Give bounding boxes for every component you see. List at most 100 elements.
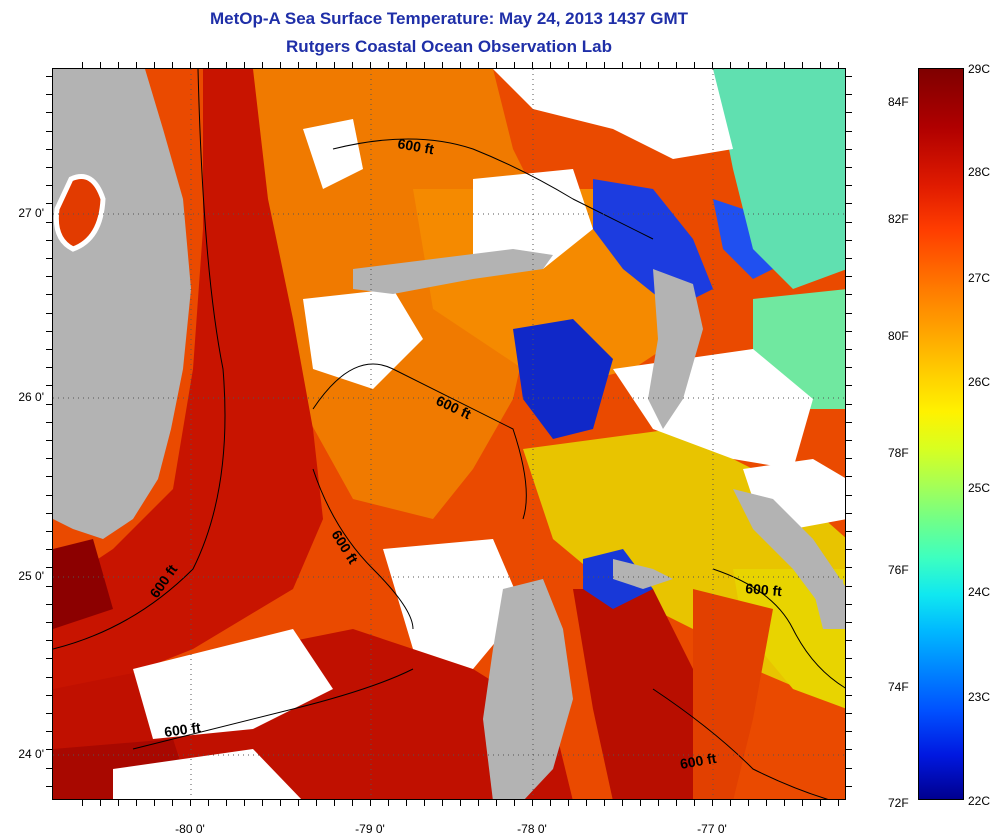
lon-tick-bottom xyxy=(550,800,551,806)
lon-tick-top xyxy=(424,62,425,68)
lat-tick-right xyxy=(846,203,852,205)
land-andros xyxy=(483,579,573,799)
lon-tick-top xyxy=(244,62,245,68)
contour-florida-shelf xyxy=(53,69,226,650)
lon-tick-bottom xyxy=(208,800,209,806)
lon-tick-bottom xyxy=(460,800,461,806)
lat-tick-left xyxy=(46,94,52,96)
lon-tick-top xyxy=(172,62,173,68)
cloud-ne xyxy=(493,69,733,159)
contour-label-5: 600 ft xyxy=(163,719,202,740)
lat-tick-right xyxy=(846,603,852,605)
cloud-south-central xyxy=(383,539,523,669)
lat-tick-right xyxy=(846,112,852,114)
lon-tick-bottom xyxy=(568,800,569,806)
lon-tick-bottom xyxy=(316,800,317,806)
lon-tick-bottom xyxy=(802,800,803,806)
lon-tick-bottom xyxy=(388,800,389,806)
lat-tick-left xyxy=(46,148,52,150)
lon-tick-bottom xyxy=(352,800,353,806)
contour-label-6: 600 ft xyxy=(745,580,783,599)
lon-tick-top xyxy=(712,62,713,68)
lon-tick-bottom xyxy=(820,800,821,806)
lat-label-24: 24 0' xyxy=(18,747,44,761)
lon-tick-bottom xyxy=(514,800,515,806)
lon-tick-bottom xyxy=(100,800,101,806)
lat-tick-right xyxy=(846,421,852,423)
lat-tick-right xyxy=(846,476,852,478)
lon-tick-bottom xyxy=(172,800,173,806)
lat-tick-right xyxy=(846,512,852,514)
lat-tick-right xyxy=(846,713,852,714)
colorbar-c-25: 25C xyxy=(968,481,991,495)
lon-tick-top xyxy=(316,62,317,68)
lon-tick-bottom xyxy=(424,800,425,806)
lon-tick-top xyxy=(370,62,371,68)
lon-tick-top xyxy=(784,62,785,68)
lon-tick-top xyxy=(496,62,497,68)
lat-tick-left xyxy=(46,239,52,241)
lat-tick-left xyxy=(46,531,52,532)
contour-little-bahama-bank xyxy=(332,138,654,240)
lon-tick-bottom xyxy=(136,800,137,806)
lon-tick-top xyxy=(694,62,695,68)
lon-tick-top xyxy=(280,62,281,68)
lat-tick-right xyxy=(846,767,852,769)
lon-tick-top xyxy=(136,62,137,68)
lat-tick-right xyxy=(846,531,852,532)
contour-label-7: 600 ft xyxy=(679,750,718,772)
cold-patch-andros xyxy=(513,319,613,439)
lon-tick-top xyxy=(676,62,677,68)
lon-tick-top xyxy=(748,62,749,68)
lon-tick-top xyxy=(658,62,659,68)
lon-label-79: -79 0' xyxy=(355,822,385,836)
lon-tick-top xyxy=(730,62,731,68)
lon-tick-top xyxy=(334,62,335,68)
cloud-east xyxy=(743,459,845,529)
lon-tick-top xyxy=(226,62,227,68)
colorbar-c-28: 28C xyxy=(968,165,991,179)
lon-tick-top xyxy=(154,62,155,68)
lon-tick-bottom xyxy=(190,800,191,806)
lon-tick-bottom xyxy=(334,800,335,806)
lon-tick-bottom xyxy=(712,800,713,806)
map-subtitle: Rutgers Coastal Ocean Observation Lab xyxy=(286,37,612,56)
bathymetry-contours xyxy=(53,69,845,799)
lon-tick-top xyxy=(622,62,623,68)
lat-tick-right xyxy=(846,312,852,314)
lat-tick-left xyxy=(46,622,52,623)
lon-label-80: -80 0' xyxy=(175,822,205,836)
contour-label-1: 600 ft xyxy=(396,135,435,157)
lon-tick-bottom xyxy=(280,800,281,806)
lat-tick-right xyxy=(846,694,852,696)
lat-tick-left xyxy=(46,258,52,259)
lon-tick-top xyxy=(604,62,605,68)
lat-tick-right xyxy=(846,330,852,332)
lat-tick-left xyxy=(46,76,52,77)
lon-tick-bottom xyxy=(838,800,839,806)
map-title: MetOp-A Sea Surface Temperature: May 24,… xyxy=(209,9,689,28)
lon-tick-top xyxy=(838,62,839,68)
lat-tick-right xyxy=(846,258,852,259)
lon-tick-top xyxy=(514,62,515,68)
lat-tick-right xyxy=(846,731,852,733)
lat-tick-left xyxy=(46,676,52,678)
lon-tick-bottom xyxy=(532,800,533,806)
contour-andros-north xyxy=(312,363,527,520)
lat-tick-left xyxy=(46,330,52,332)
lat-label-25: 25 0' xyxy=(18,569,44,583)
lat-tick-left xyxy=(46,603,52,605)
lon-tick-bottom xyxy=(406,800,407,806)
lon-tick-top xyxy=(298,62,299,68)
cloud-central xyxy=(303,289,423,389)
sst-map-canvas: 600 ft 600 ft 600 ft 600 ft 600 ft 600 f… xyxy=(53,69,845,799)
lat-tick-left xyxy=(46,640,52,642)
lat-tick-right xyxy=(846,185,852,187)
lon-tick-bottom xyxy=(442,800,443,806)
lat-tick-left xyxy=(46,312,52,314)
lon-tick-bottom xyxy=(118,800,119,806)
contour-cay-sal xyxy=(312,468,414,630)
lat-tick-left xyxy=(46,785,52,787)
lat-tick-left xyxy=(46,512,52,514)
lat-tick-left xyxy=(46,767,52,769)
